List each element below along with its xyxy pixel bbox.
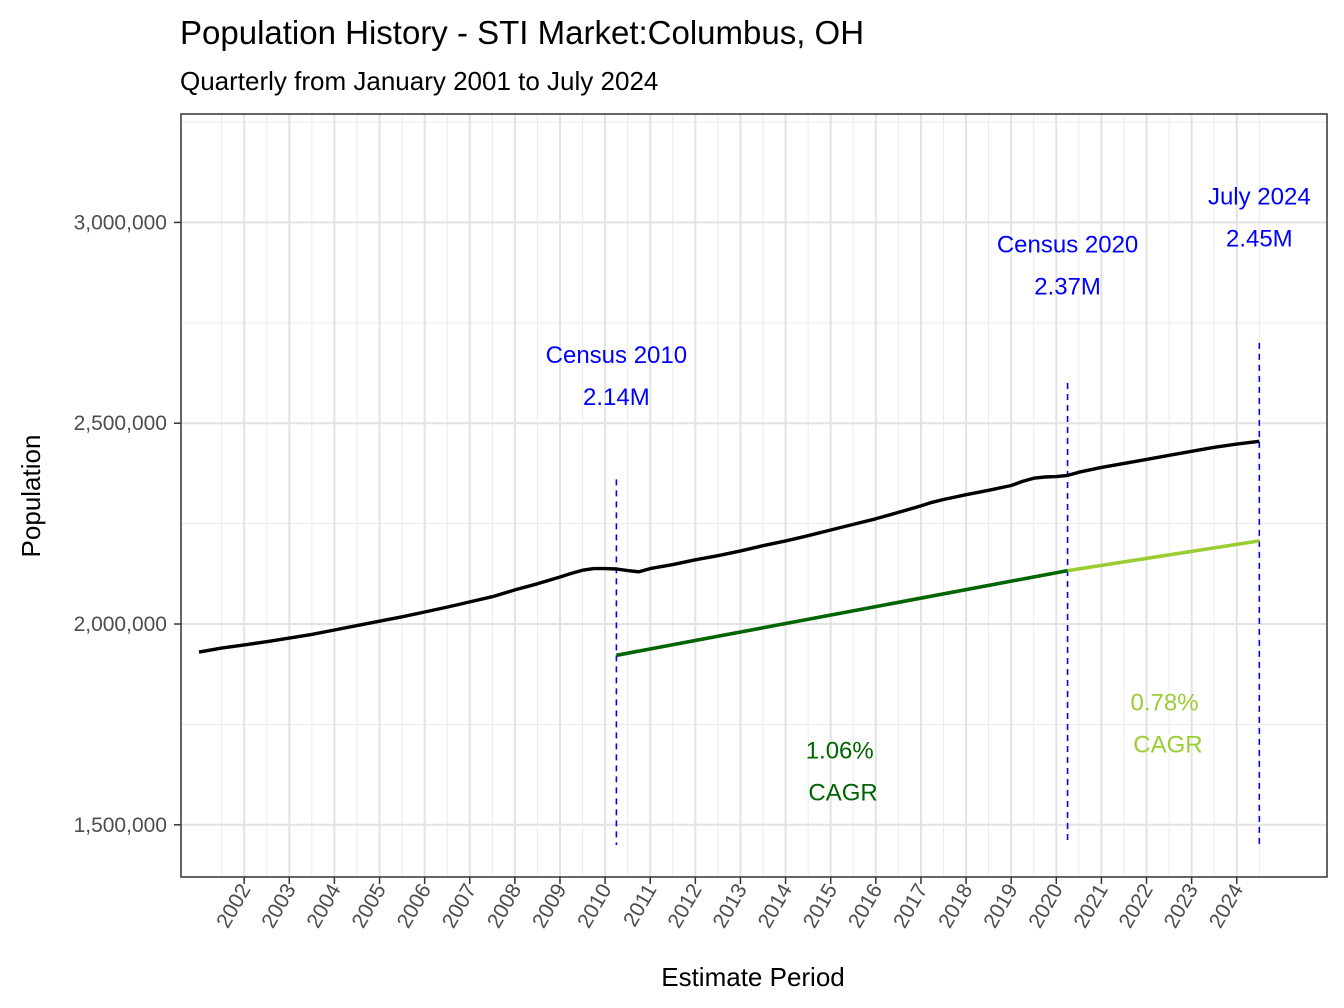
x-tick-label: 2002 (212, 880, 255, 932)
series-line (1067, 539, 1260, 573)
series-line (198, 439, 1260, 654)
x-tick-label: 2016 (844, 880, 887, 932)
x-tick-label: 2010 (573, 880, 616, 932)
annotation-line: Census 2010 (546, 342, 687, 369)
annotation-label: Census 2020 2.37M (997, 232, 1138, 301)
series-line (616, 568, 1068, 658)
plot-marks: Census 2010 2.14M Census 2020 2.37M July 202… (198, 183, 1311, 845)
x-tick-label: 2012 (663, 880, 706, 932)
x-tick-label: 2014 (754, 880, 797, 932)
plot-background (181, 114, 1327, 877)
x-tick-label: 2022 (1115, 880, 1158, 932)
x-tick-label: 2008 (483, 880, 526, 932)
annotation-label: Census 2010 2.14M (546, 342, 687, 411)
x-tick-label: 2003 (257, 880, 300, 932)
annotation-line: CAGR (1127, 731, 1203, 758)
x-tick-label: 2006 (393, 880, 436, 932)
annotation-line: Census 2020 (997, 232, 1138, 259)
annotation-label: 0.78% CAGR (1127, 689, 1203, 758)
grid (181, 114, 1327, 877)
x-tick-label: 2023 (1160, 880, 1203, 932)
annotation-line: 2.37M (1034, 274, 1101, 301)
x-tick-label: 2021 (1069, 880, 1112, 932)
y-axis-title: Population (16, 435, 46, 558)
y-tick-label: 3,000,000 (74, 211, 167, 234)
annotation-label: 1.06% CAGR (802, 738, 878, 807)
y-tick-label: 2,000,000 (74, 613, 167, 636)
x-tick-label: 2024 (1205, 880, 1248, 932)
x-tick-label: 2020 (1024, 880, 1067, 932)
annotation-line: July 2024 (1208, 183, 1311, 210)
x-axis-title: Estimate Period (661, 962, 845, 992)
chart-title: Population History - STI Market:Columbus… (180, 14, 864, 51)
chart-subtitle: Quarterly from January 2001 to July 2024 (180, 66, 658, 96)
x-tick-label: 2005 (348, 880, 391, 932)
x-tick-label: 2019 (979, 880, 1022, 932)
annotation-line: 2.14M (583, 384, 650, 411)
x-tick-label: 2013 (709, 880, 752, 932)
plot-panel (180, 113, 1328, 878)
x-tick-label: 2015 (799, 880, 842, 932)
y-tick-label: 2,500,000 (74, 412, 167, 435)
annotation-line: CAGR (802, 780, 878, 807)
annotation-line: 0.78% (1131, 689, 1199, 716)
x-tick-label: 2004 (302, 880, 345, 932)
annotation-line: 1.06% (806, 738, 874, 765)
x-tick-label: 2018 (934, 880, 977, 932)
annotation-label: July 2024 2.45M (1208, 183, 1311, 252)
x-tick-label: 2011 (619, 880, 662, 931)
x-tick-label: 2017 (889, 880, 932, 932)
x-tick-label: 2009 (528, 880, 571, 932)
annotation-line: 2.45M (1226, 225, 1293, 252)
y-tick-label: 1,500,000 (74, 814, 167, 837)
x-tick-label: 2007 (438, 880, 481, 932)
